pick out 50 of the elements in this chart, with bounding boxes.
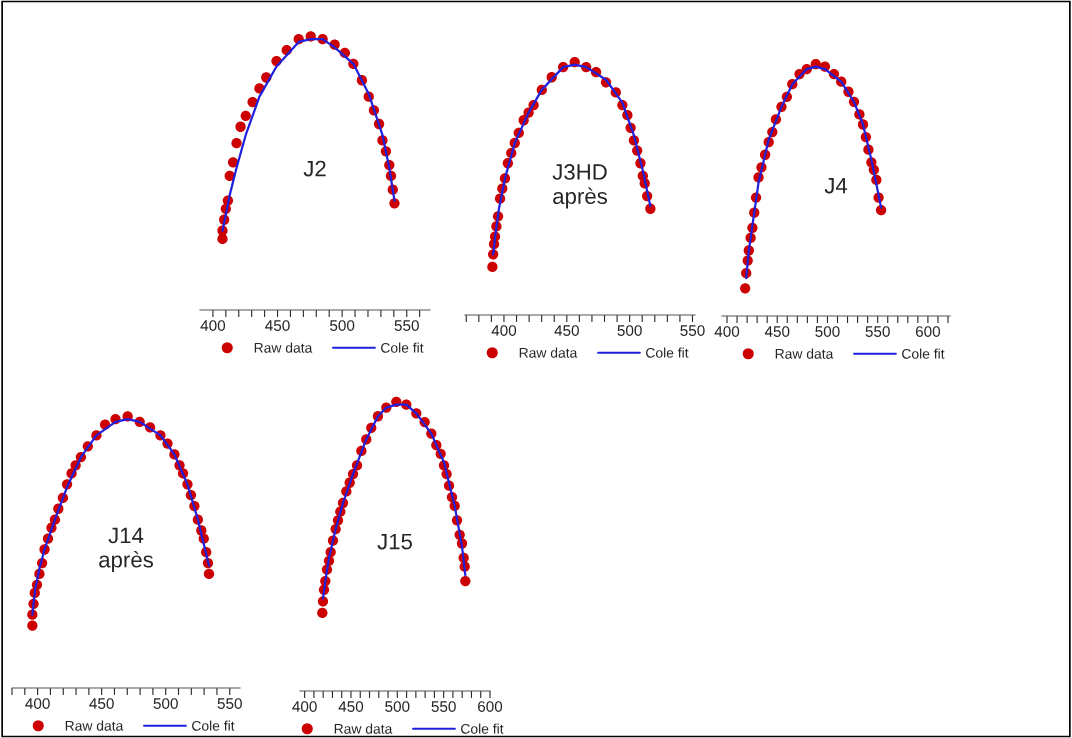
point [240, 110, 251, 121]
x-tick-label: 550 [865, 326, 890, 337]
x-tick-label: 400 [491, 325, 517, 336]
point [235, 121, 246, 132]
x-tick-label: 500 [385, 701, 410, 712]
x-tick-label: 500 [815, 326, 840, 337]
point [227, 157, 239, 168]
legend-label: Raw data [775, 348, 834, 359]
point [231, 138, 242, 149]
x-tick-label: 400 [25, 698, 50, 709]
x-tick-label: 500 [153, 698, 178, 709]
x-tick-label: 450 [764, 326, 790, 337]
point [317, 607, 328, 619]
x-tick-label: 550 [431, 701, 456, 712]
x-tick-label: 450 [554, 325, 579, 336]
point [875, 205, 887, 216]
annotation: J14 après [99, 527, 153, 572]
legend-label: Cole fit [381, 342, 424, 353]
x-tick-label: 600 [478, 701, 503, 712]
x-tick-label: 550 [394, 320, 419, 331]
point [27, 620, 38, 631]
point [740, 283, 751, 294]
x-tick-label: 500 [617, 325, 642, 336]
x-tick-label: 550 [217, 698, 242, 709]
legend-label: Raw data [519, 347, 578, 358]
x-tick-label: 550 [680, 325, 705, 336]
x-tick-label: 450 [89, 698, 114, 709]
legend-label: Raw data [334, 723, 393, 734]
x-tick-label: 450 [338, 701, 364, 712]
x-tick-label: 400 [292, 701, 317, 712]
x-tick-label: 450 [265, 320, 290, 331]
x-tick-label: 600 [915, 326, 941, 337]
legend-label: Cole fit [646, 347, 689, 358]
legend-label: Raw data [254, 342, 313, 353]
x-tick-label: 400 [714, 326, 740, 337]
x-tick-label: 400 [200, 320, 226, 331]
annotation: J4 [824, 177, 848, 194]
point [203, 568, 215, 580]
point [487, 261, 498, 273]
point [645, 203, 656, 214]
legend-label: Cole fit [192, 720, 235, 731]
legend-label: Raw data [65, 720, 124, 731]
annotation: J15 [377, 533, 412, 550]
point [460, 575, 471, 587]
x-tick-label: 500 [330, 320, 355, 331]
legend-label: Cole fit [902, 348, 945, 359]
annotation: J3HD après [552, 164, 607, 209]
annotation: J2 [303, 160, 326, 177]
legend-label: Cole fit [461, 723, 504, 734]
point [317, 596, 329, 607]
